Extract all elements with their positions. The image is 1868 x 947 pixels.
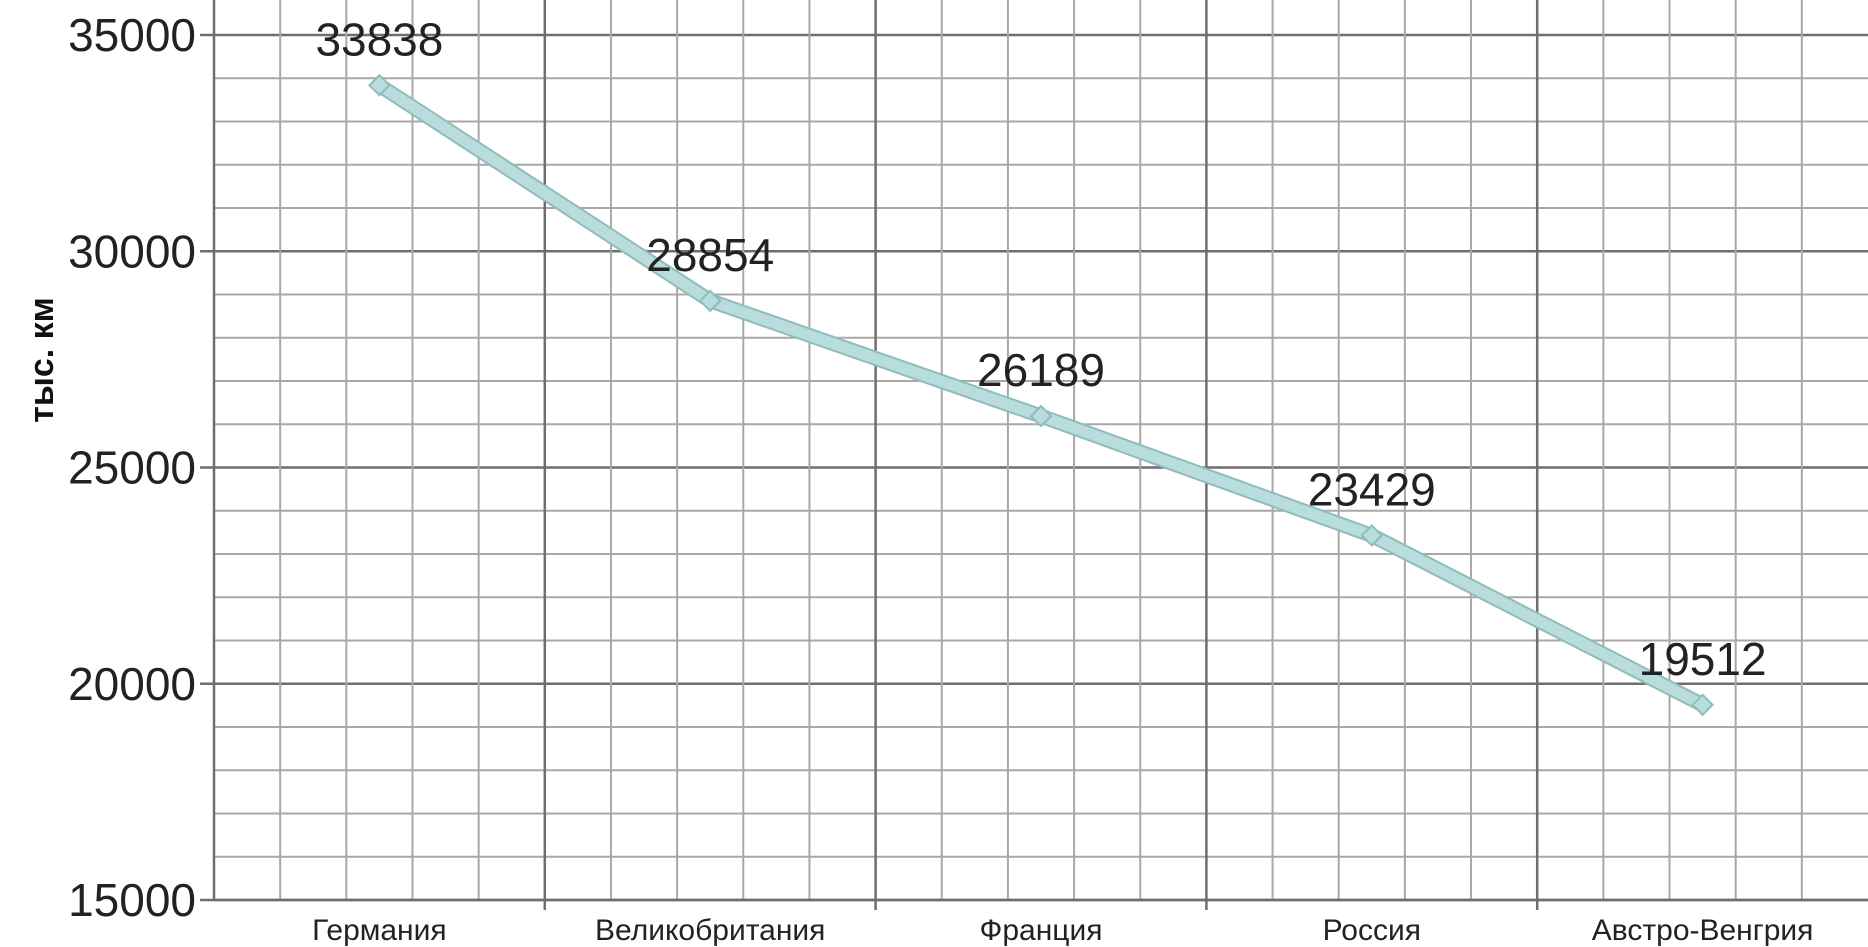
- data-label: 28854: [646, 229, 774, 281]
- series: [367, 73, 1715, 717]
- y-tick-label: 30000: [68, 225, 196, 277]
- data-point-marker: [1691, 693, 1715, 717]
- y-axis-label: тыс. км: [23, 297, 61, 423]
- y-tick-label: 20000: [68, 658, 196, 710]
- axes: [200, 0, 1868, 902]
- y-tick-label: 25000: [68, 442, 196, 494]
- y-tick-label: 35000: [68, 9, 196, 61]
- data-point-marker: [1029, 404, 1053, 428]
- x-tick-label: Австро-Венгрия: [1592, 914, 1814, 947]
- grid: [214, 0, 1868, 910]
- data-point-marker: [1360, 524, 1384, 547]
- data-labels: 33838 28854 26189 23429 19512: [315, 13, 1766, 685]
- data-label: 26189: [977, 344, 1105, 396]
- x-tick-label: Франция: [980, 914, 1103, 947]
- data-label: 23429: [1308, 463, 1436, 515]
- x-tick-label: Германия: [312, 914, 447, 947]
- y-tick-label: 15000: [68, 874, 196, 926]
- data-point-marker: [698, 289, 722, 313]
- x-tick-label: Великобритания: [595, 914, 825, 947]
- y-tick-labels: 15000 20000 25000 30000 35000: [68, 9, 196, 926]
- data-label: 33838: [315, 13, 443, 65]
- data-label: 19512: [1639, 633, 1767, 685]
- x-tick-labels: Германия Великобритания Франция Россия Австр…: [312, 914, 1813, 947]
- x-tick-label: Россия: [1323, 914, 1421, 947]
- data-point-marker: [367, 73, 391, 97]
